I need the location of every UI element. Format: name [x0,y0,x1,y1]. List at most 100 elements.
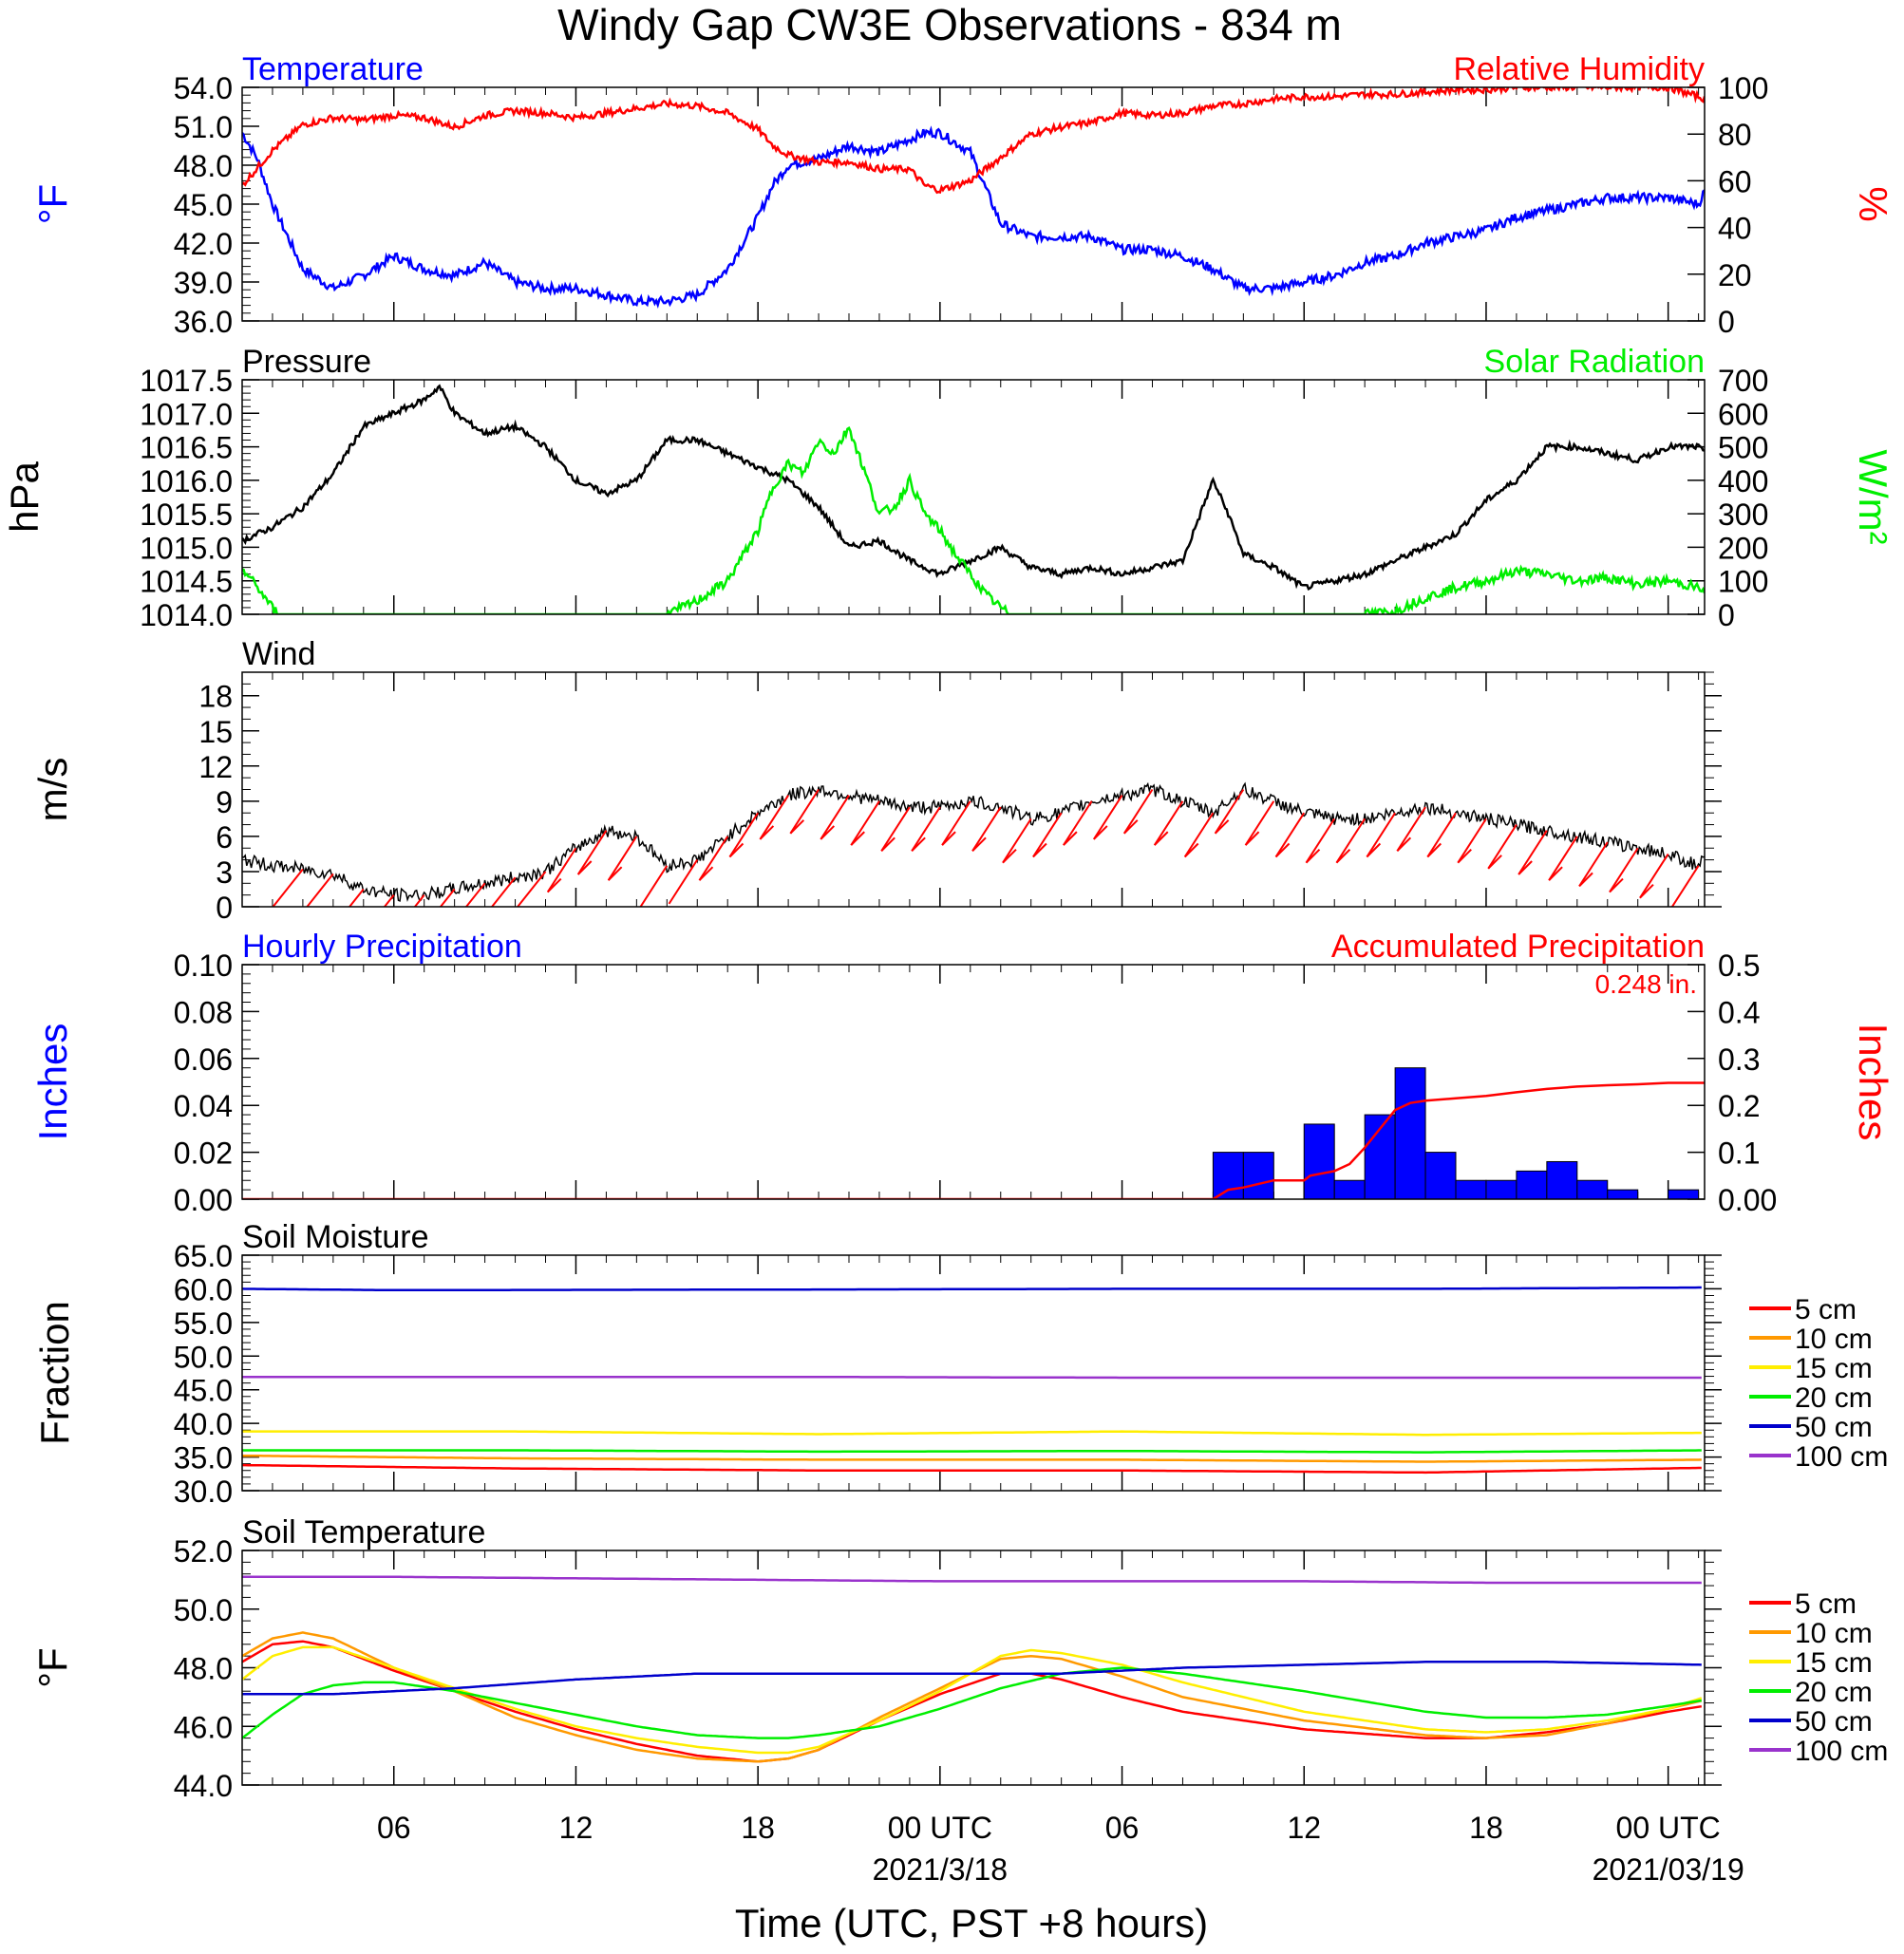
wind-barb [698,836,729,881]
x-axis-label: Time (UTC, PST +8 hours) [735,1901,1208,1945]
wind-barb [1092,795,1123,840]
legend-label: 50 cm [1795,1412,1873,1443]
x-tick-label: 18 [741,1811,775,1845]
wind-barb [668,859,699,905]
wind-barb [941,800,971,846]
right-tick-label: 0.2 [1718,1089,1760,1123]
precip-bar [1516,1170,1548,1199]
left-tick-label: 54.0 [174,71,233,105]
wind-barb [546,847,577,893]
wind-barb-feather [547,877,562,893]
left-tick-label: 0.08 [174,995,233,1029]
wind-barb [971,806,1002,852]
wind-barb [490,876,517,907]
wind-barb-feather [759,825,775,840]
wind-barb-feather [607,866,623,881]
right-tick-label: 300 [1718,498,1768,532]
wind-barb [1244,800,1275,846]
legend-label: 5 cm [1795,1588,1857,1620]
left-tick-label: 45.0 [174,1374,233,1408]
wind-barb [1670,865,1700,907]
precip-bar [1546,1160,1578,1199]
left-tick-label: 0.02 [174,1137,233,1171]
left-tick-label: 6 [216,820,233,855]
left-tick-label: 0.00 [174,1183,233,1217]
right-tick-label: 0 [1718,598,1735,632]
wind-barb-feather [971,836,987,853]
panel-right-title: Relative Humidity [1453,51,1705,87]
precip-bar [1485,1179,1518,1199]
x-tick-label: 06 [377,1811,411,1845]
panel-pressure-solar: Pressure Solar Radiation1014.01014.51015.… [2,344,1895,632]
left-tick-label: 1014.0 [140,598,233,632]
series-line-10cm [242,1454,1702,1463]
left-tick-label: 1017.5 [140,364,233,398]
left-unit-label: m/s [30,758,75,822]
series-line-5cm [242,1640,1702,1763]
precip-bar [1607,1189,1639,1199]
wind-barb [1578,841,1609,887]
wind-barb [1396,806,1426,852]
legend-label: 15 cm [1795,1647,1873,1679]
wind-barb-feather [1032,842,1047,858]
x-tick-label: 00 UTC [888,1811,992,1845]
legend-label: 20 cm [1795,1382,1873,1414]
plot-area [242,1575,1703,1763]
plot-area [242,781,1705,907]
precip-bar [1242,1152,1274,1199]
precip-bar [1424,1152,1457,1199]
wind-barb-feather [1093,825,1108,840]
left-tick-label: 3 [216,855,233,890]
left-tick-label: 1014.5 [140,565,233,599]
wind-barb [789,788,820,835]
wind-barb-feather [1578,872,1593,888]
left-tick-label: 65.0 [174,1239,233,1273]
wind-barb [576,830,608,875]
panel-left-title: Soil Temperature [242,1514,485,1550]
wind-barb-feather [576,860,593,875]
panel-right-title: Accumulated Precipitation [1331,929,1705,965]
series-line-5cm [242,1463,1702,1475]
right-tick-label: 100 [1718,565,1768,599]
plot-area [242,1286,1702,1475]
legend-label: 20 cm [1795,1677,1873,1708]
wind-barb [464,882,486,907]
left-tick-label: 36.0 [174,305,233,339]
series-line-0 [242,384,1705,592]
wind-barb-feather [1457,848,1472,864]
panel-precipitation: Hourly Precipitation Accumulated Precipit… [30,929,1895,1217]
wind-barb [820,795,850,840]
left-tick-label: 15 [198,715,233,749]
plot-area [242,87,1705,309]
wind-barb-feather [941,831,956,846]
panel-soil-moisture: Soil Moisture 30.035.040.045.050.055.060.… [32,1219,1888,1509]
x-tick-label: 06 [1105,1811,1140,1845]
panel-left-title: Soil Moisture [242,1219,429,1255]
legend-label: 100 cm [1795,1736,1888,1767]
left-tick-label: 0.10 [174,949,233,983]
panel-frame [241,379,1706,615]
precip-bar [1394,1067,1426,1199]
wind-barb [272,868,304,907]
panel-frame [241,1550,1706,1786]
wind-barb-feather [1396,836,1412,853]
wind-barb [911,806,941,852]
right-tick-label: 80 [1718,118,1752,152]
wind-barb [1639,853,1669,899]
left-tick-label: 1016.5 [140,431,233,465]
wind-barb [1518,830,1548,875]
left-tick-label: 35.0 [174,1441,233,1475]
precip-bar [1303,1123,1335,1199]
left-unit-label: Inches [30,1024,75,1141]
right-tick-label: 0.4 [1718,995,1760,1029]
left-tick-label: 40.0 [174,1407,233,1441]
left-tick-label: 0 [216,891,233,925]
left-tick-label: 50.0 [174,1593,233,1627]
series-line-100cm [242,1376,1702,1380]
precip-bar [1333,1179,1366,1199]
panel-left-title: Temperature [242,51,424,87]
left-tick-label: 39.0 [174,266,233,300]
panel-right-title: Solar Radiation [1484,344,1705,380]
wind-barb [850,800,880,846]
